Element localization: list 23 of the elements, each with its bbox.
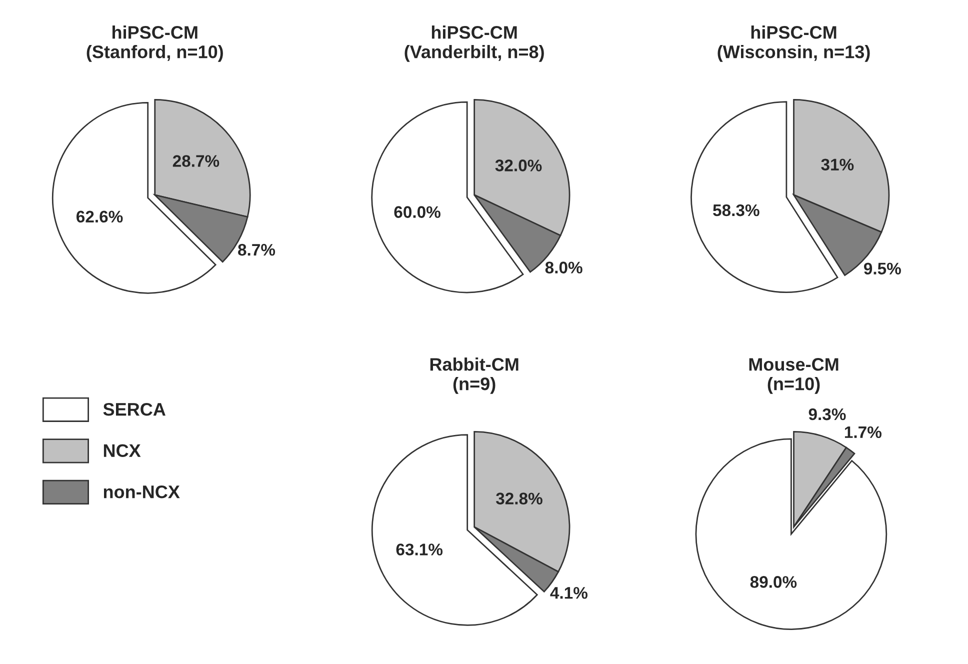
data-label: 9.5%: [864, 262, 901, 274]
data-label: 89.0%: [750, 576, 797, 588]
chart-title: Mouse-CM (n=10): [749, 358, 838, 394]
data-label: 4.1%: [550, 587, 588, 599]
chart-title: hiPSC-CM (Stanford, n=10): [86, 26, 223, 62]
data-label: 62.6%: [76, 210, 123, 223]
data-label: 63.1%: [396, 544, 443, 556]
data-label: 8.0%: [545, 262, 582, 274]
data-label: 28.7%: [172, 155, 220, 167]
legend-label: SERCA: [103, 402, 166, 416]
data-label: 31%: [821, 158, 854, 171]
chart-title: hiPSC-CM (Vanderbilt, n=8): [404, 26, 544, 62]
data-label: 32.8%: [496, 492, 542, 504]
data-label: 32.0%: [495, 160, 542, 172]
legend-label: NCX: [104, 444, 141, 457]
data-label: 8.7%: [238, 244, 276, 256]
data-label: 9.3%: [808, 408, 846, 420]
data-label: 1.7%: [844, 426, 882, 438]
data-label: 60.0%: [394, 206, 440, 218]
chart-title: hiPSC-CM (Wisconsin, n=13): [718, 26, 870, 62]
chart-title: Rabbit-CM (n=9): [430, 358, 518, 394]
data-label: 58.3%: [713, 204, 760, 216]
legend-label: non-NCX: [104, 485, 180, 498]
